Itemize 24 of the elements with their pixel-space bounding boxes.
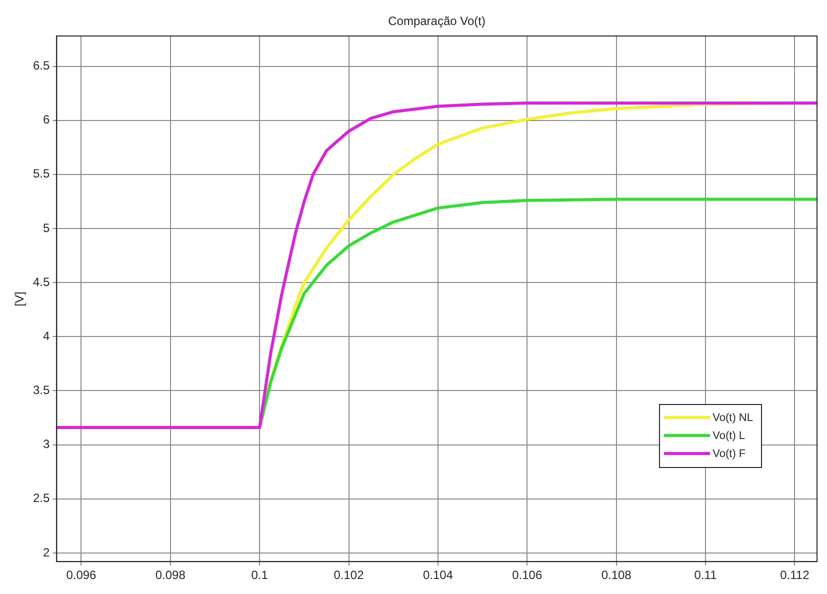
x-tick-label: 0.098 (155, 568, 186, 582)
y-tick-label: 5 (42, 220, 50, 235)
y-tick-label: 6 (42, 112, 50, 127)
y-tick-label: 4.5 (32, 274, 50, 289)
y-tick-label: 5.5 (32, 166, 50, 181)
y-tick-label: 6.5 (32, 58, 50, 73)
y-tick-label: 3 (42, 437, 50, 452)
x-tick-label: 0.1 (251, 568, 268, 582)
x-tick-label: 0.112 (780, 568, 810, 582)
y-axis-title: [V] (12, 291, 26, 306)
chart-title: Comparação Vo(t) (387, 14, 487, 28)
y-tick-label: 2.5 (32, 491, 50, 506)
y-tick-label: 4 (42, 328, 50, 343)
x-tick-label: 0.104 (422, 568, 454, 582)
x-tick-label: 0.106 (512, 568, 542, 582)
x-tick-label: 0.108 (601, 568, 632, 582)
x-tick-label: 0.11 (694, 568, 718, 582)
legend-label: Vo(t) L (712, 430, 746, 442)
legend-label: Vo(t) F (712, 448, 746, 460)
x-tick-label: 0.102 (334, 568, 364, 582)
y-tick-label: 2 (42, 545, 50, 560)
legend-label: Vo(t) NL (712, 412, 753, 424)
x-tick-label: 0.096 (66, 568, 97, 582)
y-tick-label: 3.5 (32, 383, 50, 398)
